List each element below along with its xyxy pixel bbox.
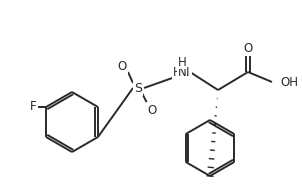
Text: S: S [134,81,142,94]
Text: N: N [178,66,186,79]
Text: O: O [243,42,253,55]
Text: F: F [29,100,36,113]
Text: OH: OH [280,75,298,88]
Text: H: H [178,55,186,68]
Text: O: O [117,60,127,73]
Text: O: O [147,104,157,117]
Text: HN: HN [173,66,191,79]
